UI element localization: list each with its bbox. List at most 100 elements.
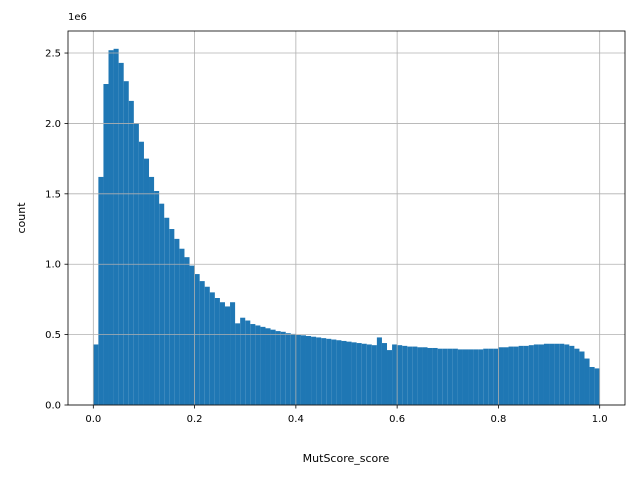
bar <box>589 366 595 405</box>
bar <box>361 343 367 405</box>
bar <box>483 348 489 405</box>
bar <box>392 344 398 405</box>
bar <box>230 302 236 405</box>
bar <box>123 81 129 405</box>
y-tick-label: 2.0 <box>45 119 61 130</box>
bar <box>270 329 276 405</box>
bar <box>569 345 575 405</box>
bar <box>508 346 514 405</box>
bar <box>579 351 585 405</box>
bar <box>518 345 524 405</box>
bar <box>478 349 484 405</box>
bar <box>468 349 474 405</box>
bar <box>498 347 504 405</box>
x-tick-label: 0.2 <box>187 414 203 425</box>
bar <box>427 347 433 405</box>
bar <box>295 334 301 405</box>
bar <box>371 345 377 405</box>
bar <box>452 348 458 405</box>
bar <box>113 48 119 406</box>
bar <box>407 346 413 405</box>
y-offset-label: 1e6 <box>68 12 87 23</box>
x-tick-label: 1.0 <box>592 414 608 425</box>
y-axis-label: count <box>15 202 28 234</box>
bar <box>549 343 555 405</box>
bar <box>240 317 246 405</box>
bar <box>199 281 205 405</box>
bar <box>128 100 134 405</box>
bar <box>366 344 372 405</box>
bar <box>245 320 251 405</box>
bar <box>381 343 388 405</box>
bar <box>138 141 144 406</box>
bar <box>336 340 342 405</box>
bar <box>235 323 241 405</box>
x-tick-label: 0.8 <box>490 414 506 425</box>
bar <box>204 286 210 405</box>
bar <box>189 265 195 405</box>
bar <box>159 203 165 405</box>
bar <box>417 347 423 405</box>
bar <box>224 306 231 405</box>
bar <box>316 337 322 405</box>
x-axis-label: MutScore_score <box>303 452 390 465</box>
bar <box>285 333 291 405</box>
bar <box>351 342 357 405</box>
bar <box>280 331 286 405</box>
bar <box>174 238 180 405</box>
bar <box>154 191 160 405</box>
bar <box>108 50 114 405</box>
bar <box>387 350 393 405</box>
y-tick-label: 2.5 <box>45 49 61 60</box>
bar <box>305 336 312 405</box>
bar <box>93 344 99 405</box>
bar <box>331 339 337 405</box>
bar <box>528 345 534 405</box>
bar <box>462 349 469 405</box>
bar <box>402 345 408 405</box>
bar <box>260 326 266 405</box>
bar <box>164 217 170 405</box>
bar <box>574 348 580 405</box>
y-tick-label: 0.5 <box>45 330 61 341</box>
y-tick-label: 1.5 <box>45 189 61 200</box>
bar <box>564 344 570 405</box>
x-tick-label: 0.6 <box>389 414 405 425</box>
bar <box>219 302 225 405</box>
bar <box>397 345 403 405</box>
bar <box>255 325 261 405</box>
y-tick-label: 1.0 <box>45 260 61 271</box>
bar <box>214 298 220 405</box>
bar <box>194 274 200 405</box>
bar <box>179 248 185 405</box>
plot-frame <box>67 30 626 406</box>
x-tick-label: 0.4 <box>288 414 304 425</box>
bar <box>533 344 539 405</box>
bar <box>559 343 565 405</box>
bar <box>432 347 438 405</box>
bar <box>311 336 317 405</box>
bar <box>584 358 590 405</box>
bar <box>184 257 190 405</box>
bar <box>543 343 550 405</box>
x-tick-label: 0.0 <box>85 414 101 425</box>
bar <box>538 344 544 405</box>
bar <box>250 324 256 405</box>
bar <box>594 368 600 405</box>
bar <box>488 348 494 405</box>
bar <box>149 176 155 405</box>
bar <box>265 328 271 405</box>
bar <box>473 349 479 405</box>
bar <box>442 348 448 405</box>
bar <box>98 176 104 405</box>
bar <box>103 84 109 405</box>
bar <box>118 62 124 406</box>
bar <box>457 349 463 405</box>
bar <box>447 348 453 405</box>
bar <box>513 346 519 405</box>
bar <box>356 343 362 405</box>
bar <box>422 347 428 405</box>
bar <box>275 331 281 405</box>
